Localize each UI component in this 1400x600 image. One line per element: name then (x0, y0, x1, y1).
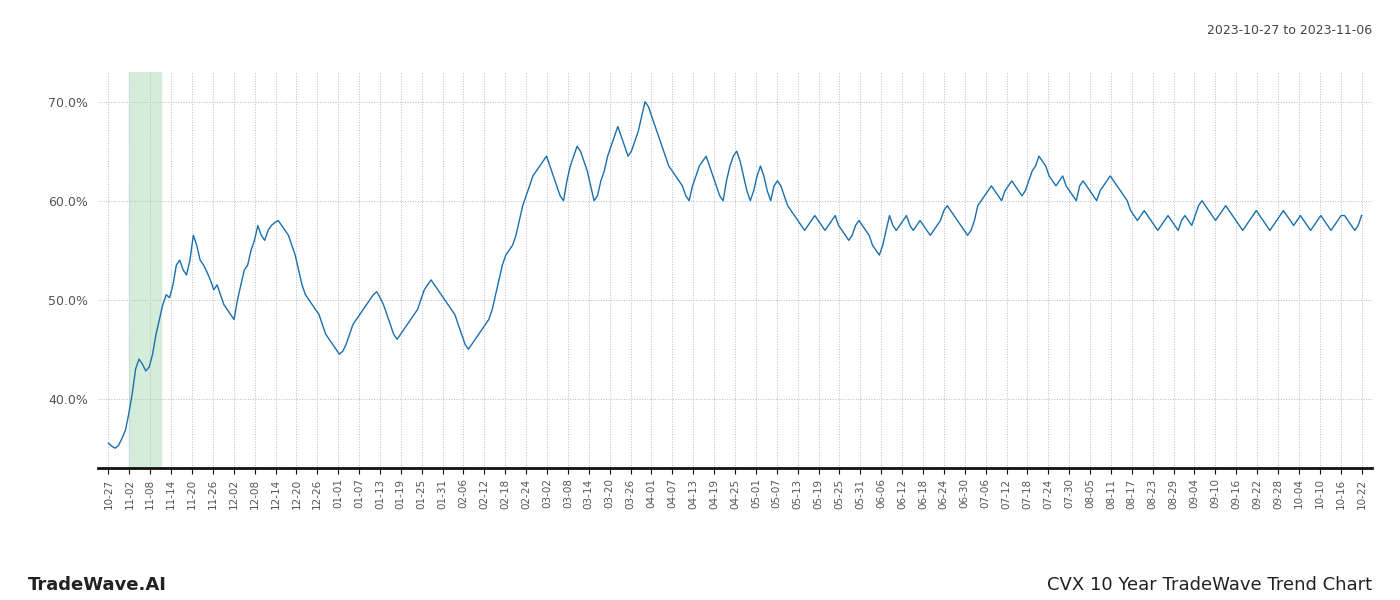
Text: 2023-10-27 to 2023-11-06: 2023-10-27 to 2023-11-06 (1207, 24, 1372, 37)
Text: CVX 10 Year TradeWave Trend Chart: CVX 10 Year TradeWave Trend Chart (1047, 576, 1372, 594)
Bar (129, 72, 161, 468)
Text: TradeWave.AI: TradeWave.AI (28, 576, 167, 594)
